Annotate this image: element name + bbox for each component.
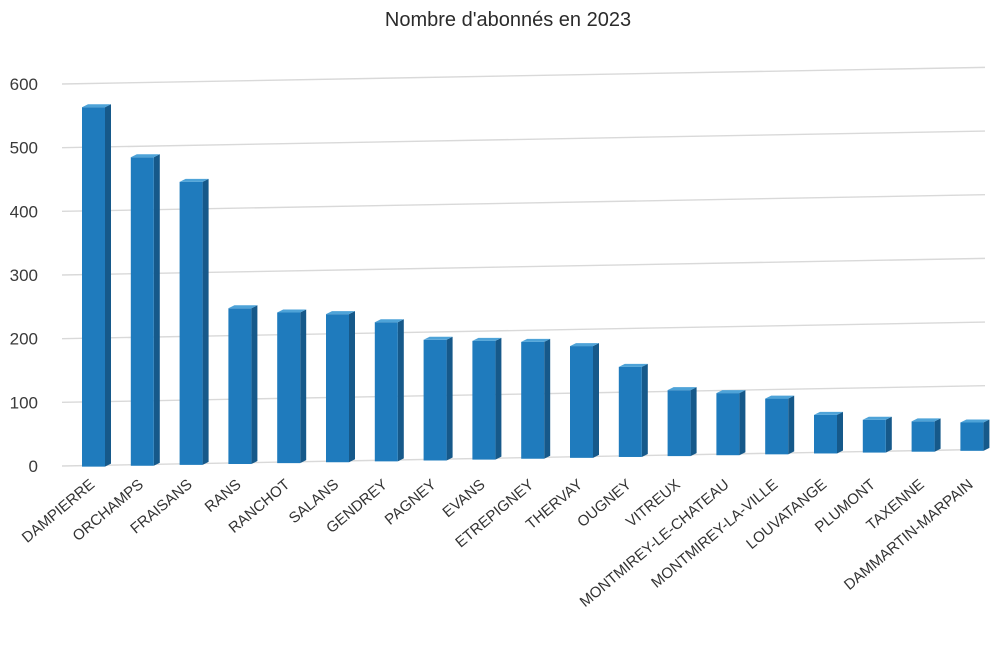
gridline xyxy=(61,66,986,85)
bar xyxy=(179,178,209,465)
y-tick-label: 600 xyxy=(10,75,38,94)
x-tick-label: PAGNEY xyxy=(382,476,440,528)
y-axis: 0 100 200 300 400 500 600 xyxy=(10,75,38,476)
bar xyxy=(765,395,795,455)
gridline xyxy=(61,257,986,276)
gridlines xyxy=(61,66,986,467)
bar xyxy=(911,418,941,452)
bar xyxy=(228,305,258,465)
bar xyxy=(82,104,111,467)
bars xyxy=(82,104,990,467)
gridline xyxy=(61,321,986,340)
bar xyxy=(521,338,551,459)
bar xyxy=(618,363,648,457)
bar xyxy=(374,319,404,462)
bar xyxy=(326,311,355,463)
bar xyxy=(472,337,502,460)
gridline xyxy=(61,130,986,149)
bar xyxy=(960,419,990,451)
bar xyxy=(423,336,453,461)
bar xyxy=(667,387,697,457)
gridline xyxy=(61,194,986,213)
bar xyxy=(277,309,307,464)
bar xyxy=(130,154,160,466)
x-tick-label: RANS xyxy=(202,476,245,516)
y-tick-label: 200 xyxy=(10,330,38,349)
y-tick-label: 300 xyxy=(10,266,38,285)
y-tick-label: 400 xyxy=(10,202,38,221)
bar xyxy=(716,390,746,456)
bar xyxy=(814,411,843,454)
bar xyxy=(862,416,892,453)
y-tick-label: 500 xyxy=(10,139,38,158)
y-tick-label: 0 xyxy=(29,457,38,476)
chart-title: Nombre d'abonnés en 2023 xyxy=(385,9,631,31)
bar xyxy=(570,343,599,458)
y-tick-label: 100 xyxy=(10,393,38,412)
